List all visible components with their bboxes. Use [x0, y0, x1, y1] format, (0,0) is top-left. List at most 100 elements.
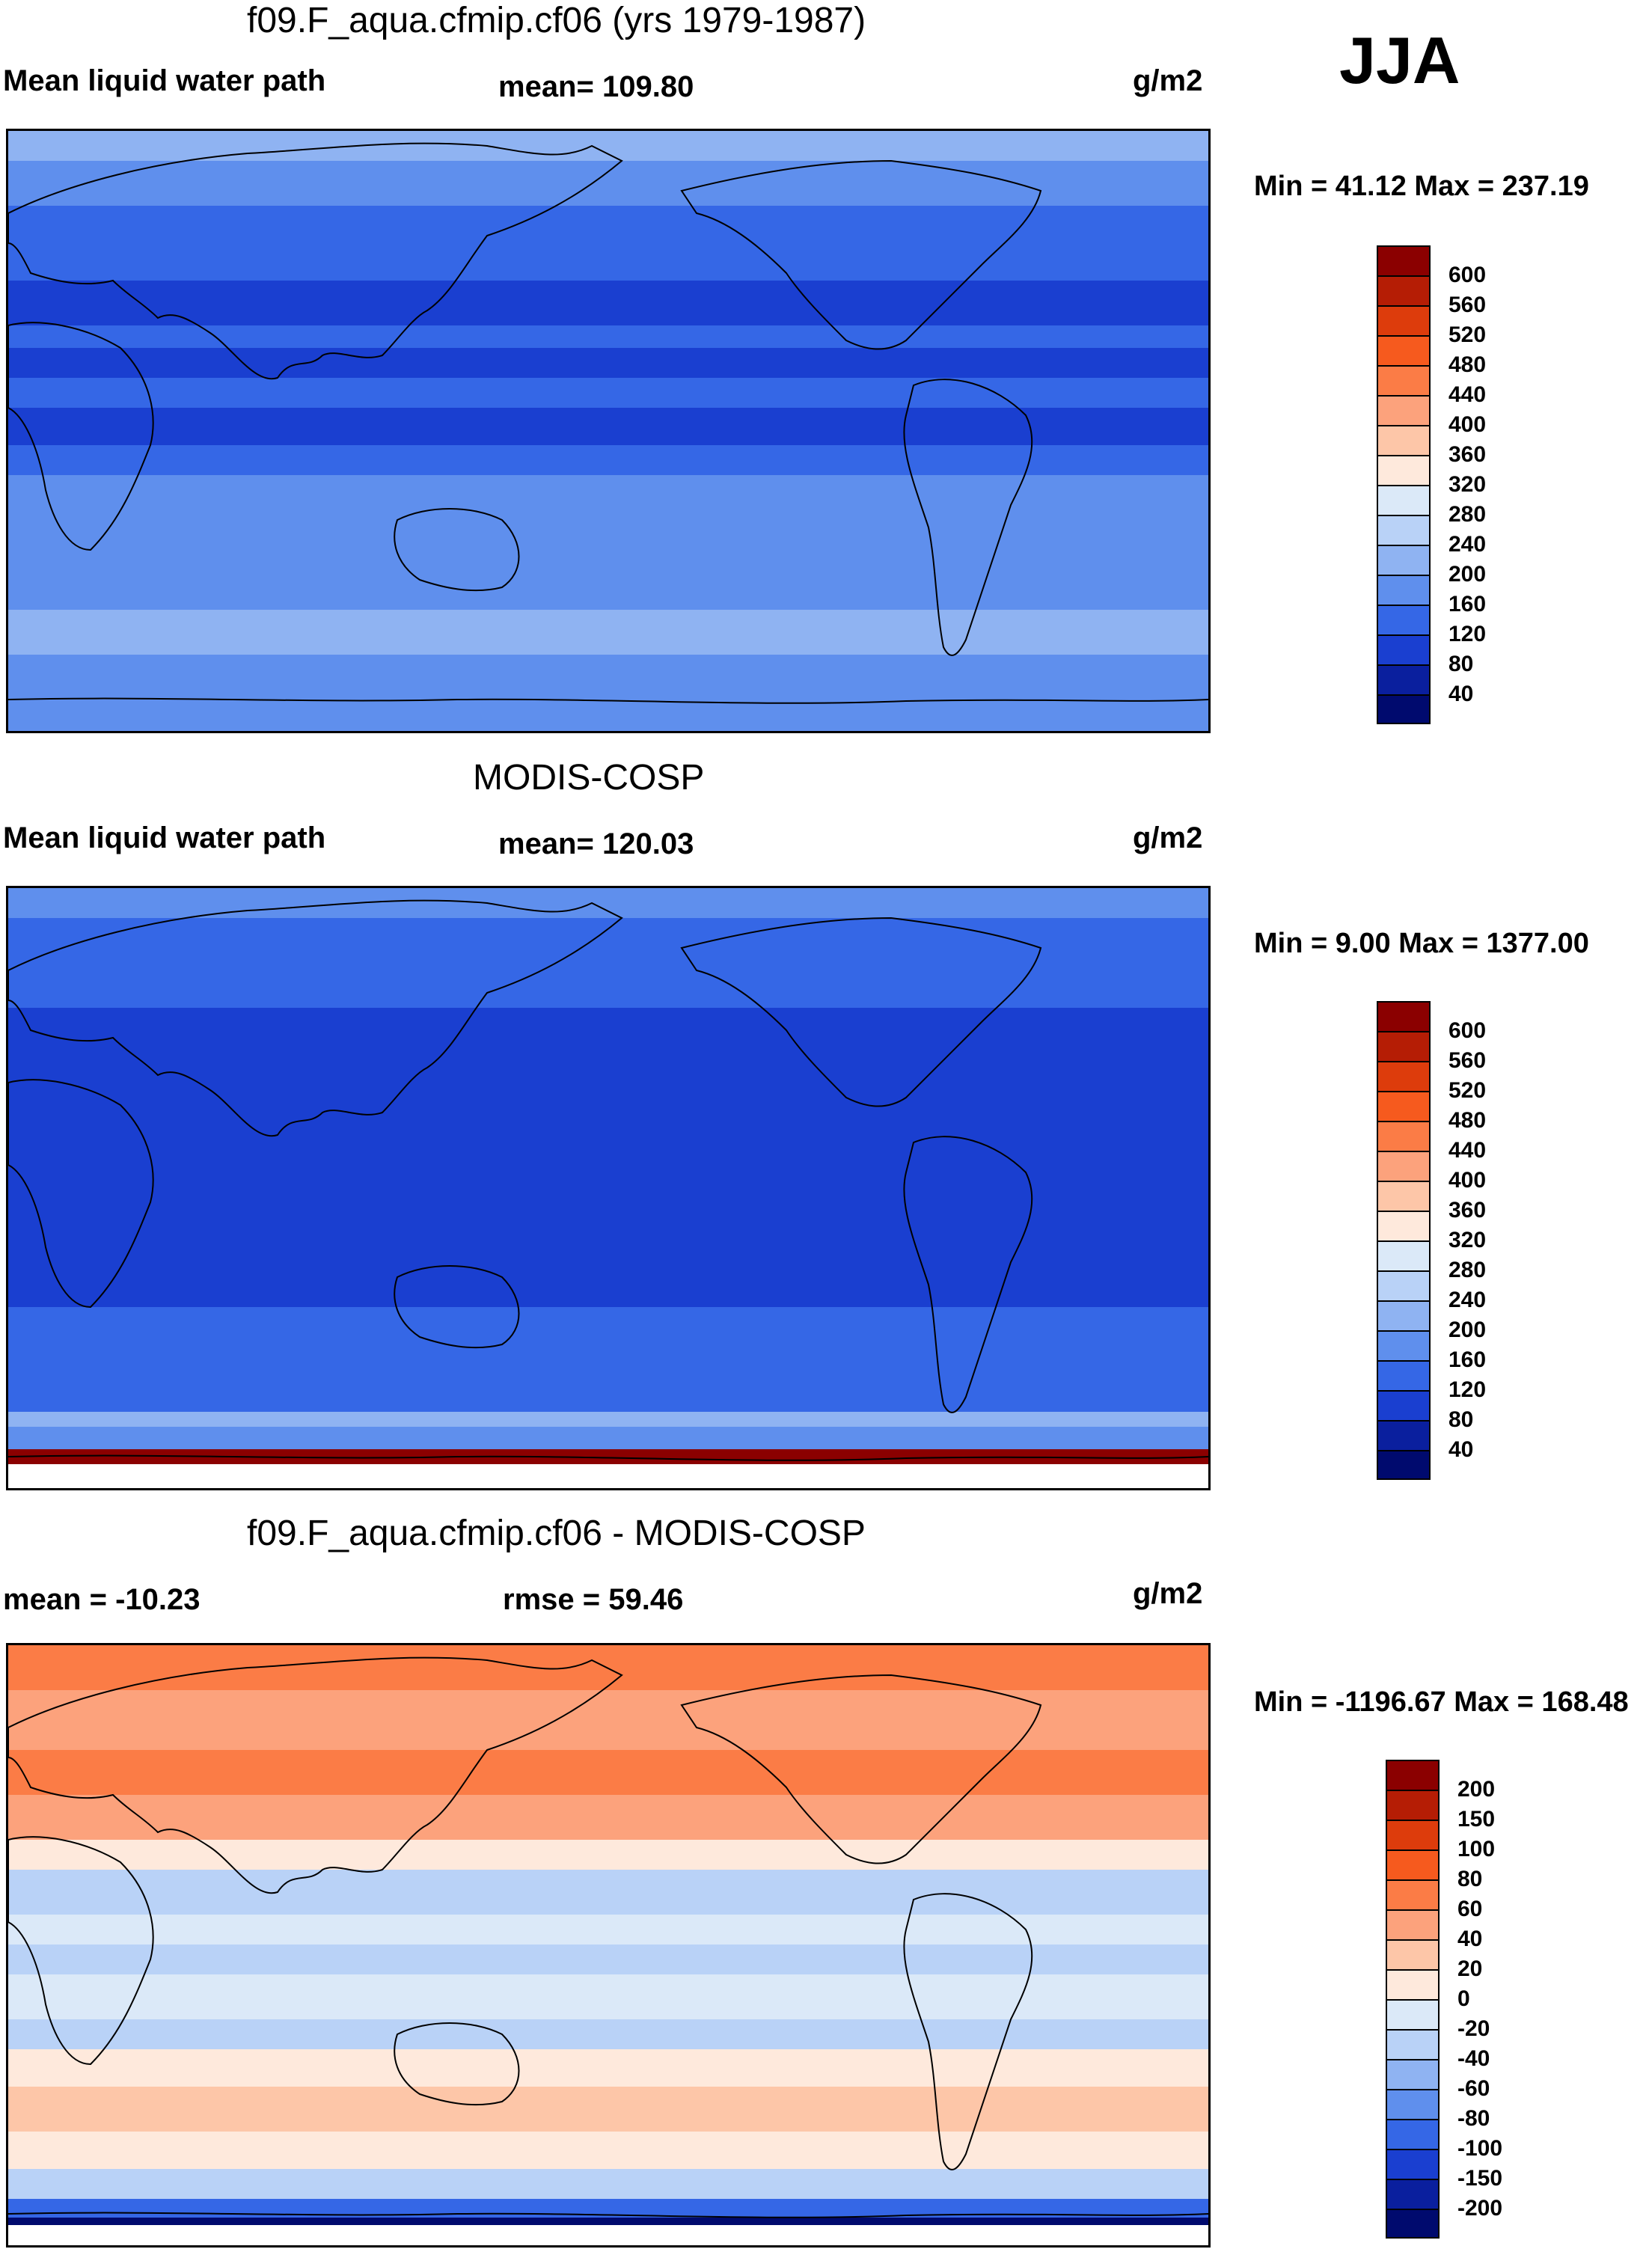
- coastline: [8, 1079, 154, 1309]
- colorbar-swatch: [1386, 2209, 1440, 2239]
- colorbar-swatch: [1377, 1450, 1431, 1480]
- colorbar-tick-label: -100: [1457, 2136, 1503, 2161]
- colorbar-swatch: [1377, 365, 1431, 395]
- colorbar-swatch: [1386, 1849, 1440, 1879]
- colorbar-tick-label: 80: [1448, 652, 1474, 676]
- colorbar-tick-label: 0: [1457, 1986, 1470, 2011]
- colorbar-swatch: [1377, 305, 1431, 335]
- colorbar-swatch: [1377, 605, 1431, 634]
- colorbar-tick-label: 160: [1448, 592, 1487, 616]
- colorbar-swatch: [1386, 2089, 1440, 2119]
- coastline: [8, 142, 623, 380]
- colorbar-tick-label: 320: [1448, 1228, 1487, 1252]
- colorbar-tick-label: 600: [1448, 1018, 1487, 1043]
- panel-3-mean-label: mean = -10.23: [3, 1583, 201, 1616]
- colorbar-swatch: [1377, 575, 1431, 605]
- colorbar-swatch: [1386, 2119, 1440, 2149]
- colorbar-swatch: [1386, 1790, 1440, 1820]
- coastline: [680, 159, 1042, 350]
- coastline: [8, 1454, 1208, 1461]
- colorbar-tick-label: 40: [1448, 682, 1474, 706]
- colorbar-tick-label: 440: [1448, 1138, 1487, 1163]
- panel-1-mean-label: mean= 109.80: [498, 70, 694, 103]
- coastline: [680, 1674, 1042, 1864]
- panel-3-title: f09.F_aqua.cfmip.cf06 - MODIS-COSP: [247, 1514, 866, 1553]
- colorbar-swatch: [1386, 2179, 1440, 2209]
- colorbar-swatch: [1377, 1061, 1431, 1091]
- colorbar-swatch: [1386, 2029, 1440, 2059]
- colorbar-frame: [1377, 245, 1431, 724]
- colorbar-tick-label: 360: [1448, 1198, 1487, 1223]
- coastline: [394, 1265, 520, 1349]
- colorbar-tick-label: 120: [1448, 1377, 1487, 1402]
- colorbar-tick-label: 560: [1448, 1048, 1487, 1073]
- colorbar-tick-label: 440: [1448, 382, 1487, 407]
- colorbar-frame: [1377, 1001, 1431, 1480]
- colorbar-swatch: [1377, 1031, 1431, 1061]
- colorbar-tick-label: 320: [1448, 472, 1487, 497]
- coastline: [394, 2022, 520, 2106]
- colorbar-swatch: [1377, 275, 1431, 305]
- colorbar-swatch: [1377, 455, 1431, 485]
- colorbar-tick-label: 400: [1448, 412, 1487, 437]
- colorbar-swatch: [1377, 1121, 1431, 1151]
- coastline: [8, 899, 623, 1137]
- colorbar-swatch: [1377, 1330, 1431, 1360]
- colorbar-swatch: [1377, 425, 1431, 455]
- colorbar-swatch: [1377, 1420, 1431, 1450]
- colorbar-tick-label: -40: [1457, 2046, 1490, 2071]
- coastline: [8, 322, 154, 551]
- colorbar-swatch: [1377, 335, 1431, 365]
- colorbar-swatch: [1377, 1300, 1431, 1330]
- panel-1-coastlines: [8, 142, 1208, 704]
- colorbar-swatch: [1377, 1091, 1431, 1121]
- colorbar-tick-label: -60: [1457, 2076, 1490, 2101]
- coastline: [8, 1836, 154, 2066]
- colorbar-swatch: [1377, 664, 1431, 694]
- panel-2-field: [8, 888, 1208, 1488]
- panel-2-map-svg: [8, 888, 1208, 1488]
- colorbar-tick-label: 560: [1448, 293, 1487, 317]
- colorbar-swatch: [1386, 1939, 1440, 1969]
- panel-1-title: f09.F_aqua.cfmip.cf06 (yrs 1979-1987): [247, 1, 866, 40]
- panel-3-coastlines: [8, 1656, 1208, 2218]
- colorbar-tick-label: 40: [1457, 1927, 1483, 1951]
- colorbar-tick-label: 280: [1448, 1258, 1487, 1282]
- colorbar-swatch: [1377, 485, 1431, 515]
- colorbar-tick-label: 150: [1457, 1807, 1496, 1832]
- panel-3-field: [8, 1645, 1208, 2245]
- colorbar-tick-label: -20: [1457, 2016, 1490, 2041]
- colorbar-swatch: [1377, 1270, 1431, 1300]
- panel-2-mean-label: mean= 120.03: [498, 827, 694, 860]
- panel-1-map-svg: [8, 131, 1208, 731]
- coastline: [394, 508, 520, 592]
- panel-3-units-label: g/m2: [1133, 1577, 1203, 1610]
- panel-2-coastlines: [8, 899, 1208, 1461]
- panel-3-map: [6, 1643, 1211, 2248]
- colorbar-tick-label: 520: [1448, 322, 1487, 347]
- colorbar-swatch: [1386, 1999, 1440, 2029]
- colorbar-swatch: [1377, 1240, 1431, 1270]
- colorbar-tick-label: 40: [1448, 1437, 1474, 1462]
- colorbar-tick-label: 20: [1457, 1956, 1483, 1981]
- panel-1-minmax-label: Min = 41.12 Max = 237.19: [1254, 171, 1589, 202]
- colorbar-swatch: [1386, 1909, 1440, 1939]
- coastline: [8, 2212, 1208, 2218]
- colorbar-swatch: [1386, 1820, 1440, 1849]
- season-label: JJA: [1339, 23, 1460, 97]
- colorbar-swatch: [1377, 395, 1431, 425]
- panel-3-rmse-label: rmse = 59.46: [503, 1583, 684, 1616]
- colorbar-swatch: [1377, 515, 1431, 545]
- colorbar-swatch: [1386, 2149, 1440, 2179]
- coastline: [8, 1656, 623, 1894]
- colorbar-tick-label: 120: [1448, 622, 1487, 646]
- panel-2-variable-label: Mean liquid water path: [3, 821, 326, 854]
- colorbar-tick-label: 480: [1448, 1108, 1487, 1133]
- colorbar-tick-label: 200: [1448, 562, 1487, 587]
- colorbar-swatch: [1377, 1390, 1431, 1420]
- colorbar-swatch: [1377, 1211, 1431, 1240]
- colorbar-swatch: [1386, 1969, 1440, 1999]
- colorbar-tick-label: 200: [1457, 1777, 1496, 1802]
- colorbar-tick-label: 400: [1448, 1168, 1487, 1193]
- colorbar-tick-label: 240: [1448, 1288, 1487, 1312]
